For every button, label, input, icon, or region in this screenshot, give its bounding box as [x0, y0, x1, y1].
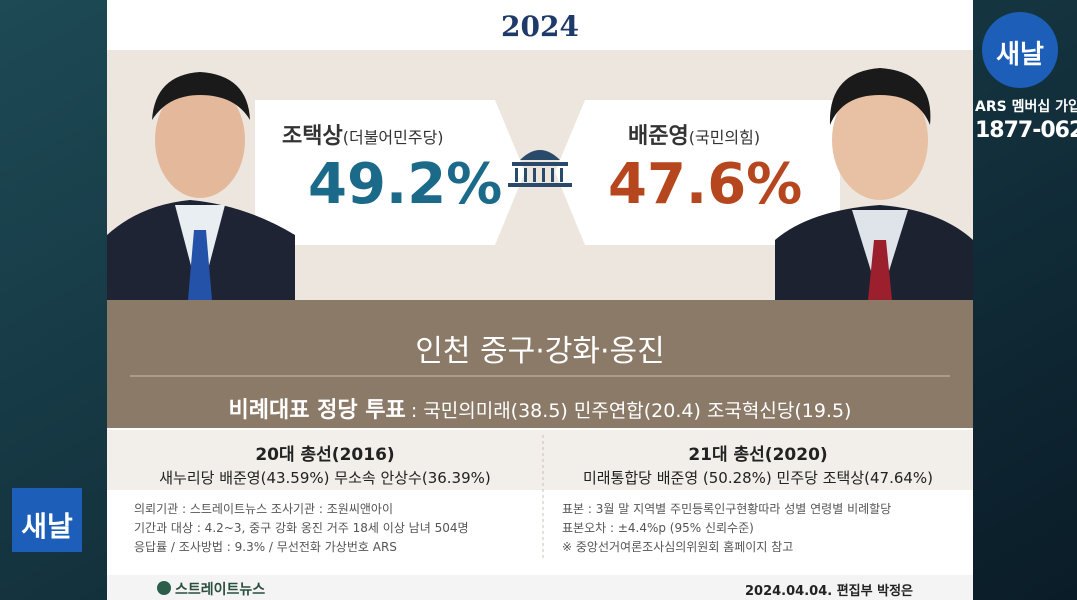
candidate-1: 조택상(더불어민주당)	[282, 118, 444, 150]
note: 응답률 / 조사방법 : 9.3% / 무선전화 가상번호 ARS	[134, 540, 397, 554]
candidate-2: 배준영(국민의힘)	[628, 118, 760, 150]
party-vote-label: 비례대표 정당 투표	[228, 398, 406, 423]
past-result: 미래통합당 배준영 (50.28%) 민주당 조택상(47.64%)	[582, 469, 934, 487]
region-title: 인천 중구·강화·옹진	[415, 334, 665, 369]
candidate-share: 47.6%	[608, 152, 803, 217]
footer-brand: 스트레이트뉴스	[175, 582, 266, 598]
membership: ARS 멤버십 가입	[975, 99, 1077, 115]
notes-right: 표본 : 3월 말 지역별 주민등록인구현황따라 성별 연령별 비례할당 표본오…	[562, 500, 891, 557]
notes-left: 의뢰기관 : 스트레이트뉴스 조사기관 : 조원씨앤아이 기간과 대상 : 4.…	[134, 500, 469, 557]
year-logo: 2024	[501, 10, 579, 43]
past-result: 새누리당 배준영(43.59%) 무소속 안상수(36.39%)	[159, 469, 491, 487]
candidate-party: (더불어민주당)	[342, 128, 444, 147]
footer-byline: 2024.04.04. 편집부 박정은	[745, 584, 913, 599]
party-vote-detail: : 국민의미래(38.5) 민주연합(20.4) 조국혁신당(19.5)	[410, 400, 852, 422]
party-vote: 비례대표 정당 투표 : 국민의미래(38.5) 민주연합(20.4) 조국혁신…	[107, 392, 973, 424]
candidate-party: (국민의힘)	[688, 128, 761, 147]
photo-right	[775, 68, 973, 300]
note: 표본 : 3월 말 지역별 주민등록인구현황따라 성별 연령별 비례할당	[562, 502, 892, 516]
candidate-share: 49.2%	[308, 152, 503, 217]
past-title: 20대 총선(2016)	[255, 445, 395, 465]
candidate-name: 조택상	[282, 124, 343, 149]
candidate-name: 배준영	[628, 124, 689, 149]
note: ※ 중앙선거여론조사심의위원회 홈페이지 참고	[562, 540, 794, 554]
side-logo: 새날	[21, 510, 73, 543]
past-2016: 20대 총선(2016) 새누리당 배준영(43.59%) 무소속 안상수(36.…	[107, 440, 543, 488]
photo-left	[107, 72, 295, 300]
note: 기간과 대상 : 4.2~3, 중구 강화 옹진 거주 18세 이상 남녀 50…	[134, 521, 469, 535]
phone: 1877-0629	[975, 118, 1077, 143]
note: 의뢰기관 : 스트레이트뉴스 조사기관 : 조원씨앤아이	[134, 502, 393, 516]
past-2020: 21대 총선(2020) 미래통합당 배준영 (50.28%) 민주당 조택상(4…	[543, 440, 973, 488]
past-title: 21대 총선(2020)	[688, 445, 828, 465]
channel-logo: 새날	[996, 40, 1044, 70]
note: 표본오차 : ±4.4%p (95% 신뢰수준)	[562, 521, 754, 535]
